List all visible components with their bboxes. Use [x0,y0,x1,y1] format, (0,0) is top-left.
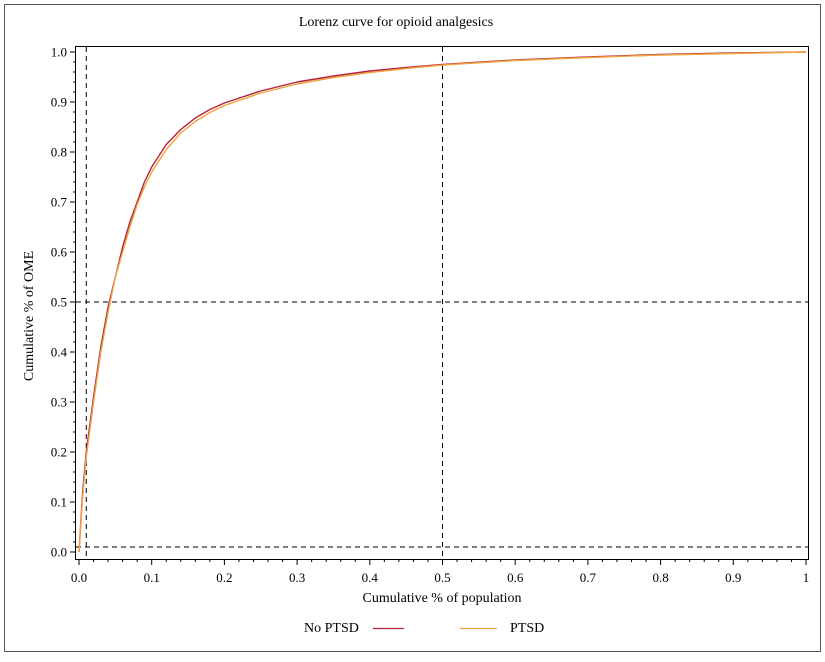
x-tick-label: 0.8 [652,570,668,585]
x-tick-label: 1 [803,570,810,585]
x-tick-label: 0.9 [725,570,741,585]
y-tick-label: 1.0 [51,45,67,60]
reference-lines [76,47,808,559]
series-line-ptsd [78,51,807,553]
legend-label-no-ptsd: No PTSD [304,621,359,636]
x-tick-label: 0.4 [362,570,379,585]
x-tick-label: 0.3 [289,570,305,585]
y-tick-label: 0.1 [51,495,67,510]
y-tick-label: 0.9 [51,95,67,110]
y-tick-label: 0.7 [51,195,68,210]
y-tick-label: 0.0 [51,545,67,560]
chart-title: Lorenz curve for opioid analgesics [299,15,493,30]
x-tick-label: 0.7 [580,570,597,585]
x-tick-label: 0.0 [71,570,87,585]
y-tick-label: 0.5 [51,295,67,310]
outer-border [4,4,821,652]
legend-label-ptsd: PTSD [510,621,544,636]
x-tick-label: 0.5 [434,570,450,585]
y-tick-label: 0.3 [51,395,67,410]
x-tick-label: 0.2 [216,570,232,585]
y-axis: 0.0 0.1 0.2 0.3 0.4 0.5 0.6 0.7 0.8 0.9 1.0 [51,45,76,560]
y-tick-label: 0.8 [51,145,67,160]
series-lines [78,51,807,553]
x-tick-label: 0.1 [144,570,160,585]
y-tick-label: 0.4 [51,345,68,360]
x-axis: 0.0 0.1 0.2 0.3 0.4 0.5 0.6 0.7 0.8 0.9 1 [71,559,809,585]
y-axis-label: Cumulative % of OME [22,251,37,381]
y-tick-label: 0.2 [51,445,67,460]
legend: No PTSD PTSD [304,621,544,636]
y-tick-label: 0.6 [51,245,68,260]
x-axis-label: Cumulative % of population [362,591,521,606]
x-tick-label: 0.6 [507,570,524,585]
